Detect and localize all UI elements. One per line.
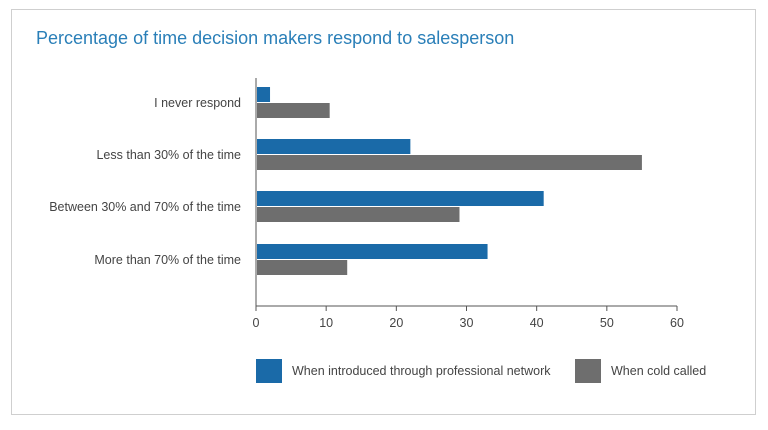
legend-label: When introduced through professional net… bbox=[292, 364, 551, 378]
bar-cold-called bbox=[257, 207, 460, 222]
bar-network bbox=[257, 244, 488, 259]
x-tick-label: 10 bbox=[319, 316, 333, 330]
bar-cold-called bbox=[257, 260, 348, 275]
legend: When introduced through professional net… bbox=[256, 359, 706, 383]
bar-network bbox=[257, 139, 411, 154]
category-label: More than 70% of the time bbox=[94, 253, 241, 267]
category-label: Between 30% and 70% of the time bbox=[49, 200, 241, 214]
plot-area: 0 10 20 30 40 50 60 I never respond Less than 30… bbox=[49, 78, 684, 330]
bar-network bbox=[257, 87, 271, 102]
category-label: I never respond bbox=[154, 96, 241, 110]
x-tick-label: 20 bbox=[389, 316, 403, 330]
legend-swatch bbox=[575, 359, 601, 383]
x-tick-label: 0 bbox=[253, 316, 260, 330]
x-tick-label: 50 bbox=[600, 316, 614, 330]
legend-swatch bbox=[256, 359, 282, 383]
chart-frame: Percentage of time decision makers respo… bbox=[11, 9, 756, 415]
chart-title: Percentage of time decision makers respo… bbox=[36, 28, 515, 48]
legend-label: When cold called bbox=[611, 364, 706, 378]
category-label: Less than 30% of the time bbox=[96, 148, 241, 162]
x-tick-label: 40 bbox=[530, 316, 544, 330]
bar-cold-called bbox=[257, 103, 330, 118]
x-tick-label: 30 bbox=[460, 316, 474, 330]
bar-network bbox=[257, 191, 544, 206]
bar-cold-called bbox=[257, 155, 642, 170]
x-tick-label: 60 bbox=[670, 316, 684, 330]
